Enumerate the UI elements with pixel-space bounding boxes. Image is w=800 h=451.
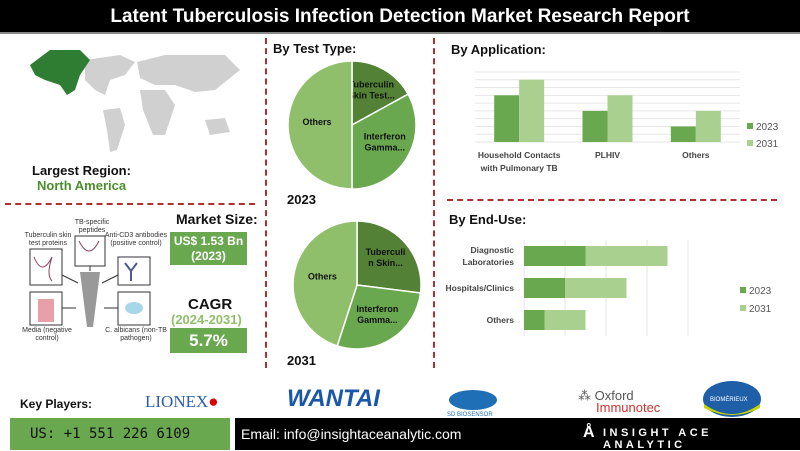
cagr-value: 5.7% (170, 328, 247, 353)
svg-text:BIOMÉRIEUX: BIOMÉRIEUX (710, 396, 748, 403)
divider (447, 199, 777, 201)
pie-slice-label: Tuberculin Skin Test... (348, 79, 395, 100)
footer-email[interactable]: Email: info@insightaceanalytic.com (241, 426, 462, 442)
pie-year-2031: 2031 (287, 353, 316, 368)
key-players-label: Key Players: (20, 397, 93, 411)
legend-swatch (740, 287, 746, 293)
divider (265, 38, 267, 368)
bar-2023 (524, 310, 545, 330)
report-title: Latent Tuberculosis Infection Detection … (0, 0, 800, 34)
pie-slice (351, 60, 410, 127)
pie-slice (351, 93, 417, 190)
legend-label: 2031 (749, 304, 772, 315)
end-use-bar-chart: Diagnostic Laboratories Hospitals/Clinics O… (446, 240, 772, 336)
brand-logo-icon: Å (583, 424, 595, 441)
bar-2031 (544, 310, 586, 330)
bar-2031 (695, 110, 721, 142)
category-label: Diagnostic Laboratories (463, 245, 515, 267)
diagram-label: Anti-CD3 antibodies (positive control) (104, 232, 168, 247)
footer-bar: Email: info@insightaceanalytic.com Å INS… (235, 418, 800, 451)
logo-lionex: LIONEX● (145, 392, 219, 411)
north-america-highlight (30, 50, 90, 95)
bar-2023 (670, 126, 696, 142)
pie-slice-label: Others (302, 117, 331, 127)
divider (433, 38, 435, 368)
bar-2023 (494, 95, 520, 142)
logo-wantai: WANTAI (287, 385, 380, 412)
logo-biomerieux: BIOMÉRIEUX (703, 381, 761, 417)
footer-brand: INSIGHT ACE ANALYTIC (603, 427, 712, 451)
logo-oxford-immunotec: ⁂ Oxford Immunotec (578, 388, 661, 415)
test-diagram (29, 235, 151, 327)
pie-slice (356, 220, 422, 294)
category-label: Household Contacts with Pulmonary TB (478, 150, 561, 173)
bar-2031 (585, 246, 668, 266)
legend-label: 2023 (756, 122, 779, 133)
market-size-label: Market Size: (176, 211, 258, 227)
pie-slice-label: Others (308, 272, 337, 282)
application-title: By Application: (451, 42, 546, 57)
cagr-label: CAGR (188, 296, 233, 313)
svg-text:SD BIOSENSOR: SD BIOSENSOR (447, 412, 493, 418)
largest-region-label: Largest Region: (32, 163, 131, 178)
pie-slice (336, 284, 422, 350)
footer-phone: US: +1 551 226 6109 (10, 418, 230, 450)
pie-chart-2031: Tuberculi n Skin... Interferon Gamma... Othe… (292, 220, 422, 350)
bar-2023 (524, 278, 565, 298)
category-label: Others (487, 315, 515, 325)
market-size-year: (2023) (191, 249, 226, 263)
cagr-period: (2024-2031) (171, 312, 242, 327)
pie-slice (287, 60, 353, 190)
divider (5, 203, 255, 205)
legend-swatch (740, 305, 746, 311)
category-label: Others (682, 150, 710, 160)
diagram-label: C. albicans (non-TB pathogen) (105, 327, 167, 342)
diagram-label: Media (negative control) (22, 327, 72, 342)
bar-2031 (519, 79, 545, 142)
test-type-title: By Test Type: (273, 41, 357, 56)
market-size-value: US$ 1.53 Bn (173, 234, 244, 248)
application-bar-chart: Household Contacts with Pulmonary TB PLHIV… (475, 71, 779, 173)
end-use-title: By End-Use: (449, 212, 527, 227)
bar-2031 (565, 278, 627, 298)
pie-slice-label: Interferon Gamma... (364, 131, 406, 152)
world-map (30, 50, 240, 152)
pie-slice-label: Interferon Gamma... (356, 304, 398, 325)
legend-label: 2031 (756, 139, 779, 150)
bar-2023 (524, 246, 586, 266)
logo-sd-biosensor: SD BIOSENSOR (447, 390, 497, 418)
diagram-label: Tuberculin skin test proteins (24, 232, 72, 247)
category-label: Hospitals/Clinics (446, 283, 515, 293)
pie-year-2023: 2023 (287, 192, 316, 207)
pie-chart-2023: Tuberculin Skin Test... Interferon Gamma...… (287, 60, 417, 190)
diagram-label: TB-specific peptides (74, 219, 110, 234)
pie-slice (292, 220, 358, 347)
bar-2031 (607, 95, 633, 142)
pie-slice-label: Tuberculi n Skin... (366, 247, 406, 268)
legend-label: 2023 (749, 286, 772, 297)
largest-region-value: North America (37, 178, 127, 193)
market-size-box: US$ 1.53 Bn (2023) (170, 232, 247, 265)
category-label: PLHIV (595, 150, 620, 160)
legend-swatch (747, 123, 753, 129)
bar-2023 (582, 110, 608, 142)
legend-swatch (747, 140, 753, 146)
